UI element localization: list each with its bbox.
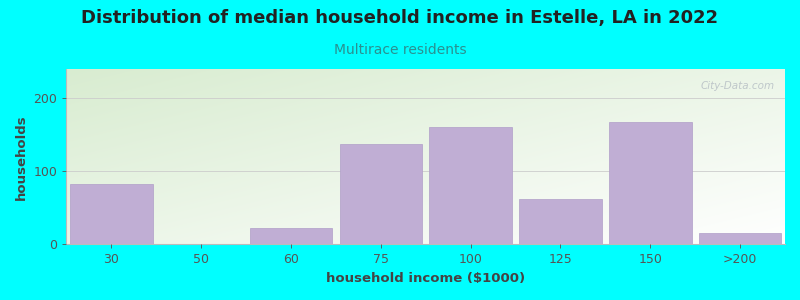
Y-axis label: households: households	[15, 114, 28, 200]
Bar	[339, 144, 422, 244]
Text: City-Data.com: City-Data.com	[700, 81, 774, 91]
Bar	[609, 122, 691, 244]
Bar	[430, 128, 512, 244]
Bar	[698, 233, 782, 244]
Text: Multirace residents: Multirace residents	[334, 44, 466, 58]
Bar	[250, 228, 332, 244]
Bar	[519, 199, 602, 244]
X-axis label: household income ($1000): household income ($1000)	[326, 272, 526, 285]
Bar	[70, 184, 153, 244]
Text: Distribution of median household income in Estelle, LA in 2022: Distribution of median household income …	[82, 9, 718, 27]
